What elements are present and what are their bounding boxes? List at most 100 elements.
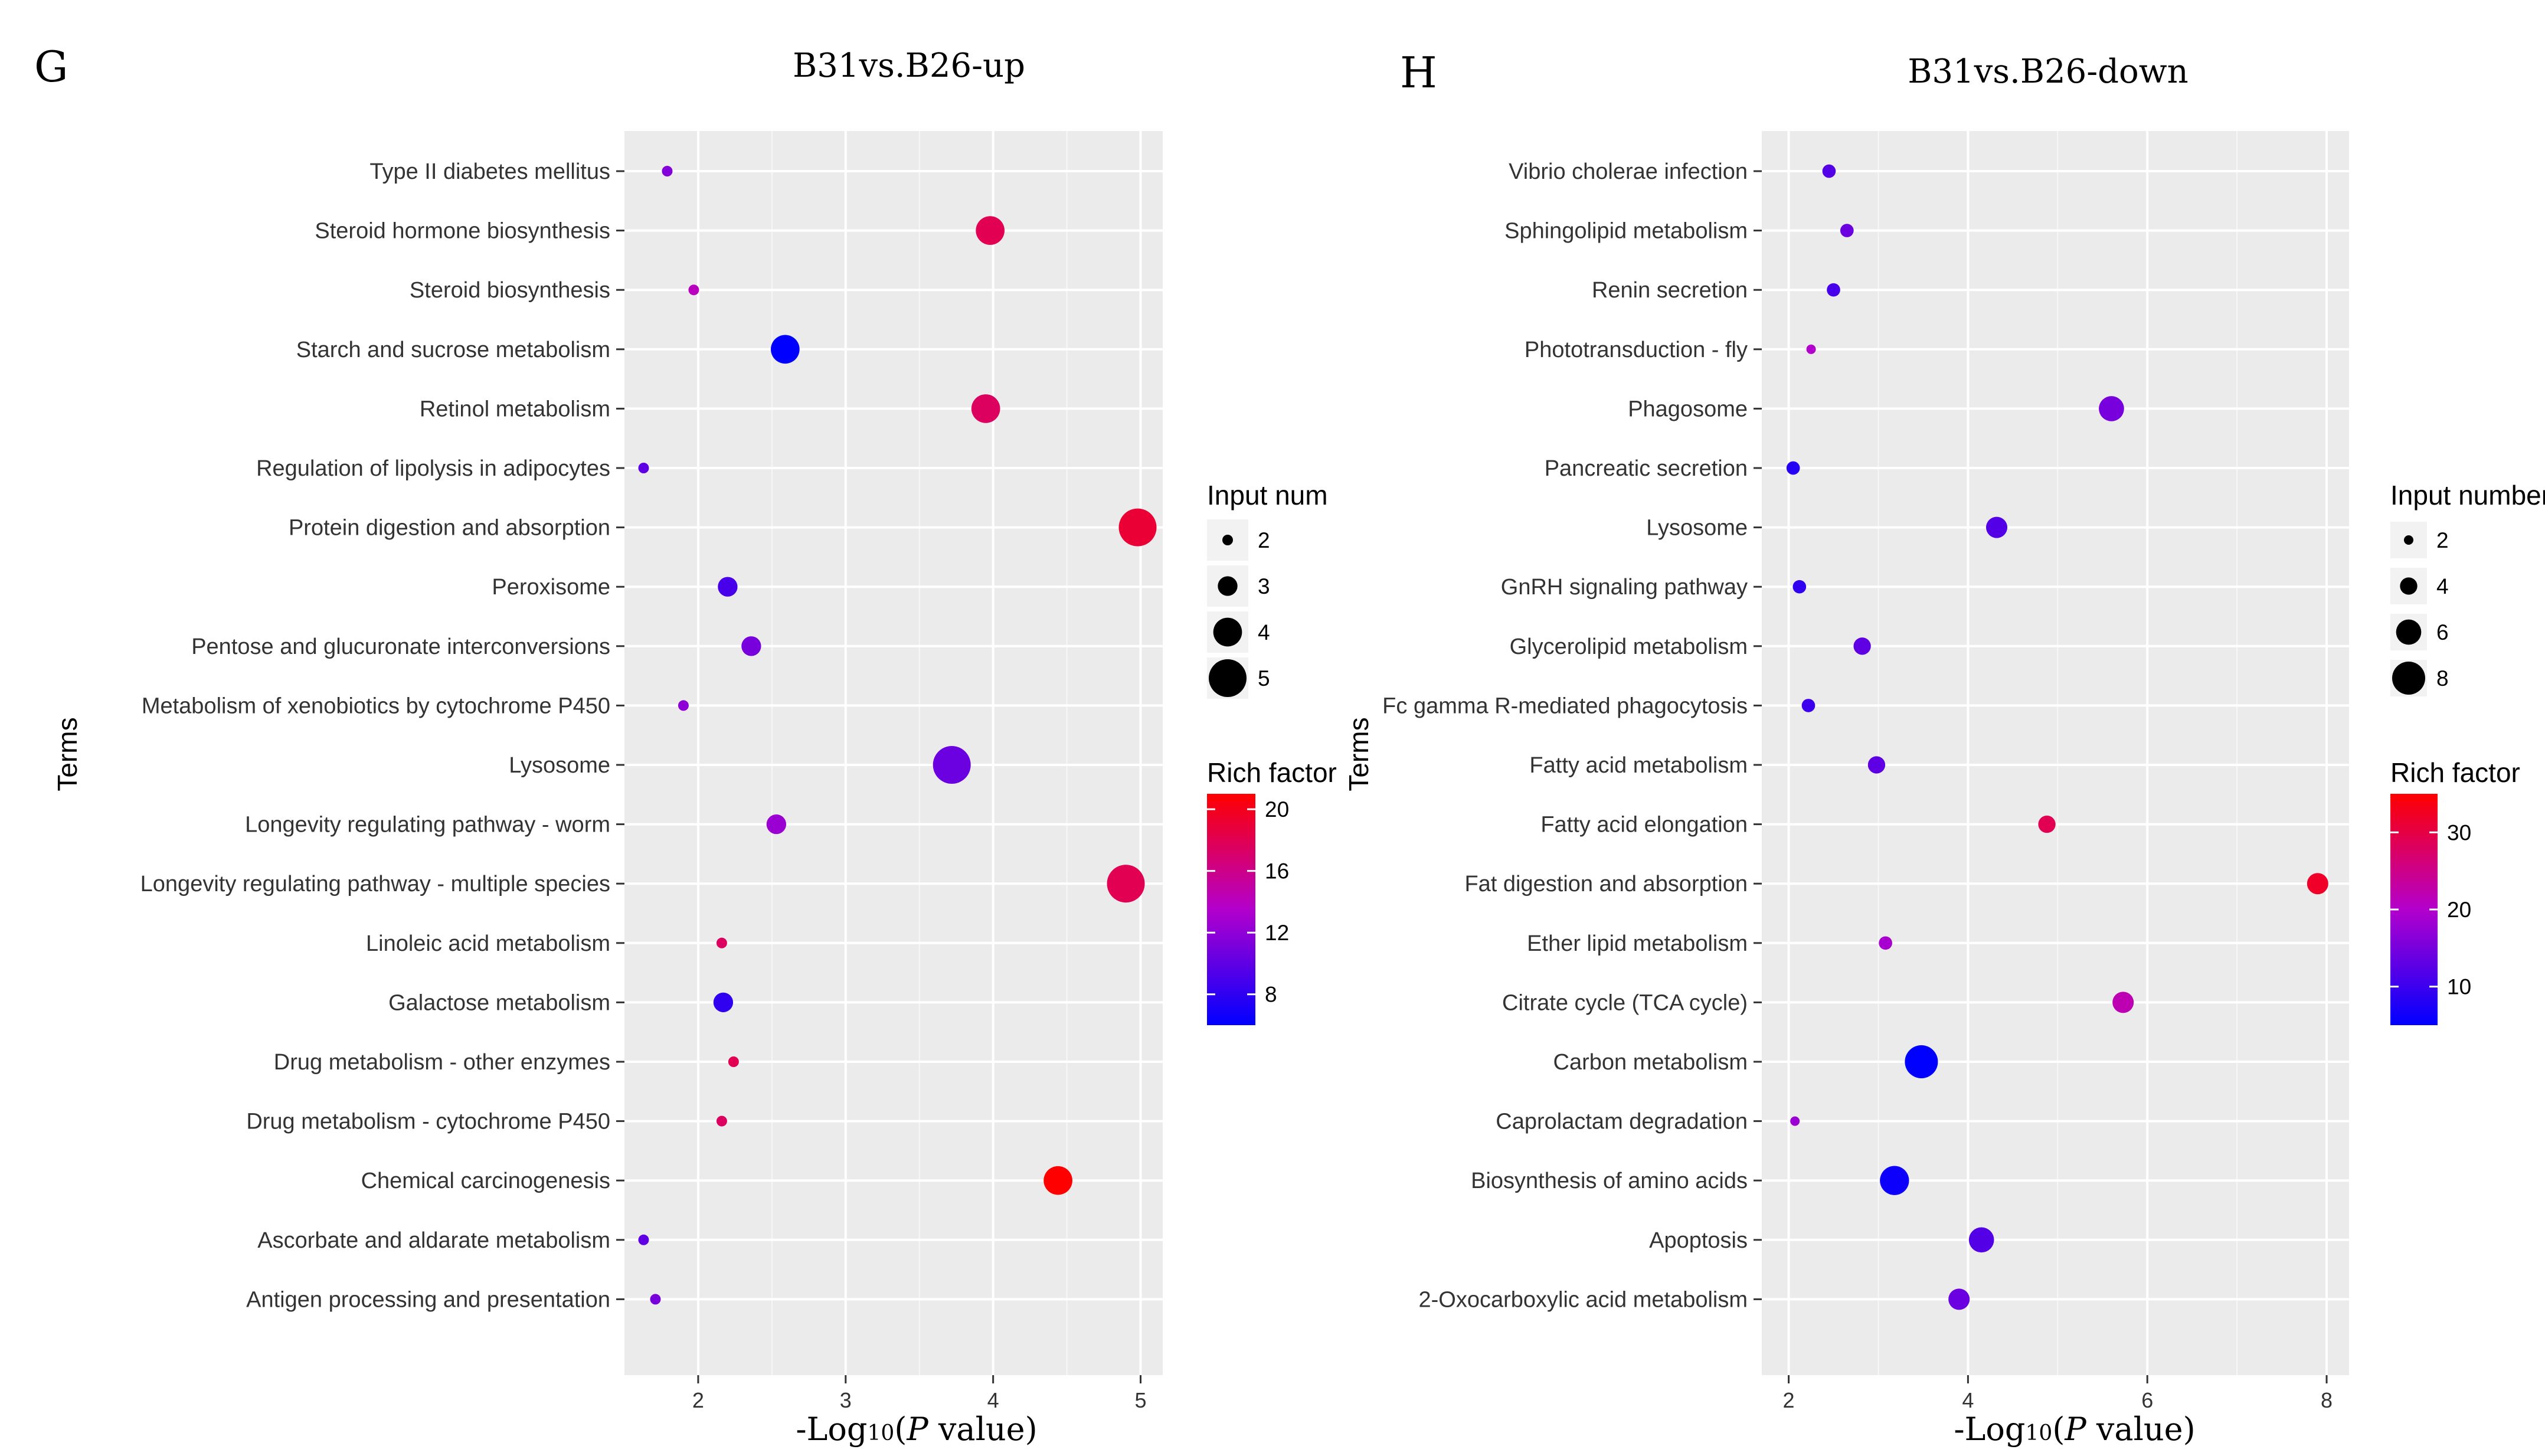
size-legend-dot — [2392, 662, 2425, 695]
term-label: Ascorbate and aldarate metabolism — [257, 1228, 610, 1253]
chart-title: B31vs.B26-down — [1908, 53, 2188, 91]
term-label: Apoptosis — [1649, 1228, 1748, 1253]
size-legend-label: 3 — [1258, 574, 1270, 598]
data-point — [2038, 815, 2056, 833]
data-points — [638, 166, 1157, 1305]
data-point — [716, 1115, 727, 1127]
data-point — [716, 937, 727, 948]
term-label: Galactose metabolism — [388, 990, 610, 1015]
size-legend-dot — [1213, 617, 1242, 647]
data-point — [728, 1056, 739, 1067]
term-label: Caprolactam degradation — [1496, 1110, 1748, 1134]
data-point — [1786, 461, 1800, 475]
data-point — [2307, 873, 2328, 895]
x-axis-label: -Log10(P value) — [1954, 1411, 2195, 1448]
size-legend-title: Input number — [2390, 480, 2545, 511]
panel-letter: G — [34, 42, 68, 91]
data-points — [1786, 164, 2328, 1310]
term-label: Steroid hormone biosynthesis — [315, 219, 610, 244]
data-point — [1867, 756, 1886, 774]
term-label: Renin secretion — [1592, 278, 1748, 303]
color-tick-label: 30 — [2447, 820, 2471, 845]
term-label: Glycerolipid metabolism — [1510, 634, 1748, 659]
size-legend-label: 2 — [1258, 528, 1270, 552]
term-label: Biosynthesis of amino acids — [1471, 1169, 1748, 1193]
data-point — [1827, 283, 1840, 297]
data-point — [1905, 1045, 1938, 1078]
term-label: Fatty acid metabolism — [1529, 753, 1748, 778]
color-legend: Rich factor 8 12 16 20 — [1207, 757, 1337, 1025]
size-legend-dot — [1222, 535, 1233, 545]
term-label: Sphingolipid metabolism — [1504, 219, 1748, 244]
size-legend: Input num 2 3 4 5 — [1207, 480, 1328, 699]
term-label: Starch and sucrose metabolism — [296, 338, 610, 362]
panel-h: H B31vs.B26-down Vibrio cholerae infecti… — [1343, 48, 2545, 1448]
data-point — [1879, 936, 1892, 950]
term-label: Fatty acid elongation — [1540, 813, 1748, 837]
data-point — [662, 166, 673, 176]
term-label: Protein digestion and absorption — [289, 516, 610, 541]
term-label: Metabolism of xenobiotics by cytochrome … — [142, 693, 610, 718]
x-tick-label: 3 — [840, 1388, 852, 1412]
term-label: Peroxisome — [492, 575, 610, 600]
color-tick-label: 20 — [2447, 898, 2471, 922]
data-point — [766, 814, 787, 835]
grid — [624, 131, 1163, 1375]
color-tick-label: 20 — [1265, 797, 1289, 822]
panel-g: G B31vs.B26-up Type II diabetes mellitus… — [34, 42, 1337, 1448]
x-ticks: 2 4 6 8 — [1783, 1375, 2333, 1412]
color-bar — [1207, 794, 1255, 1025]
data-point — [1801, 699, 1815, 712]
data-point — [1822, 164, 1836, 178]
term-label: Lysosome — [509, 753, 610, 778]
y-axis-label: Terms — [1343, 717, 1374, 791]
color-tick-label: 12 — [1265, 921, 1289, 945]
term-labels: Type II diabetes mellitus Steroid hormone… — [140, 159, 624, 1312]
data-point — [933, 746, 971, 784]
data-point — [638, 1234, 649, 1245]
x-tick-label: 4 — [987, 1388, 999, 1412]
data-point — [771, 335, 800, 364]
term-label: Longevity regulating pathway - worm — [245, 813, 610, 837]
size-legend-dot — [2396, 619, 2422, 645]
x-tick-label: 5 — [1135, 1388, 1147, 1412]
data-point — [1948, 1288, 1970, 1310]
data-point — [638, 463, 649, 473]
term-label: Drug metabolism - other enzymes — [274, 1050, 610, 1075]
data-point — [1792, 580, 1807, 594]
term-label: Vibrio cholerae infection — [1509, 159, 1748, 184]
term-label: Linoleic acid metabolism — [366, 931, 610, 956]
color-tick-label: 16 — [1265, 859, 1289, 884]
y-axis-label: Terms — [52, 717, 83, 791]
term-label: Retinol metabolism — [420, 397, 610, 421]
size-legend-dot — [2404, 535, 2413, 545]
term-label: Antigen processing and presentation — [246, 1287, 610, 1312]
size-legend-label: 6 — [2436, 620, 2449, 644]
term-label: Regulation of lipolysis in adipocytes — [256, 456, 610, 481]
data-point — [678, 700, 689, 711]
term-label: Phototransduction - fly — [1525, 338, 1748, 362]
term-label: Steroid biosynthesis — [410, 278, 610, 303]
size-legend-label: 4 — [2436, 574, 2449, 598]
term-label: Carbon metabolism — [1553, 1050, 1748, 1075]
color-tick-label: 10 — [2447, 975, 2471, 999]
term-label: Longevity regulating pathway - multiple … — [140, 872, 610, 896]
term-label: GnRH signaling pathway — [1501, 575, 1748, 600]
data-point — [1986, 516, 2007, 538]
data-point — [713, 992, 734, 1013]
color-tick-label: 8 — [1265, 983, 1277, 1007]
size-legend-label: 2 — [2436, 528, 2449, 552]
term-label: Type II diabetes mellitus — [369, 159, 610, 184]
data-point — [1806, 344, 1816, 354]
x-tick-label: 8 — [2321, 1388, 2333, 1412]
size-legend-label: 8 — [2436, 666, 2449, 691]
size-legend-title: Input num — [1207, 480, 1328, 511]
data-point — [2112, 992, 2134, 1013]
color-legend: Rich factor 10 20 30 — [2390, 757, 2520, 1025]
term-label: Citrate cycle (TCA cycle) — [1502, 990, 1748, 1015]
data-point — [971, 394, 1000, 423]
x-tick-label: 2 — [692, 1388, 704, 1412]
term-label: Fc gamma R-mediated phagocytosis — [1382, 693, 1748, 718]
data-point — [2099, 396, 2124, 421]
